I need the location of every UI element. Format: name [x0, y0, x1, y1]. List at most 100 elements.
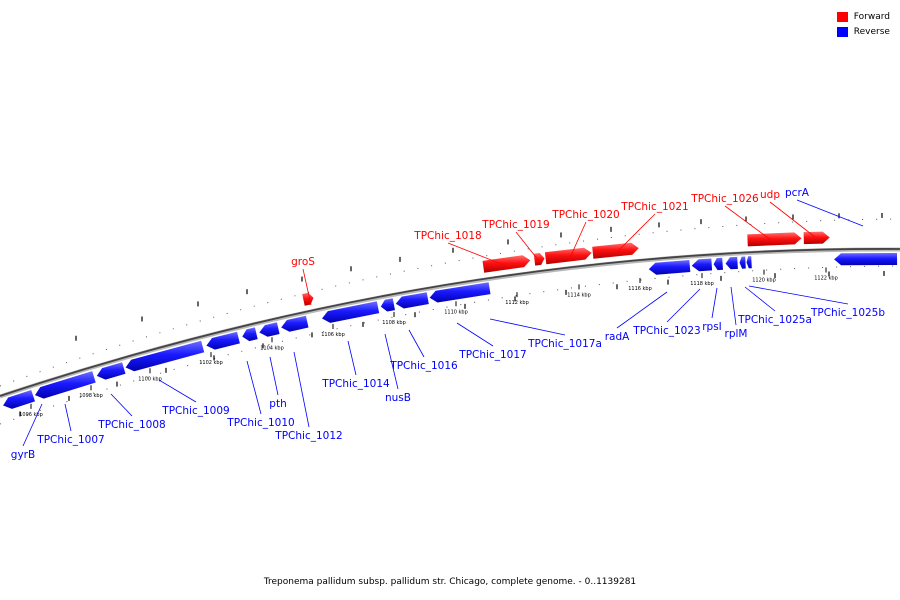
coordinate-label: 1106 kbp	[321, 332, 345, 338]
callout-line	[447, 242, 510, 268]
callout-line	[515, 231, 540, 262]
gene-label[interactable]: pth	[269, 398, 286, 410]
legend-forward: Forward	[836, 9, 890, 24]
coordinate-label: 1096 kbp	[19, 412, 43, 418]
gene-label[interactable]: TPChic_1017a	[527, 338, 602, 350]
gene-label[interactable]: TPChic_1025b	[810, 307, 885, 319]
callout-line	[616, 291, 668, 329]
callout-line	[302, 268, 312, 306]
reverse-gene-arrow[interactable]	[713, 257, 723, 271]
callout-line	[384, 333, 399, 390]
reverse-gene-arrow[interactable]	[746, 256, 752, 269]
gene-label[interactable]: groS	[291, 256, 315, 268]
gene-label[interactable]: TPChic_1009	[161, 405, 229, 417]
reverse-gene-arrow[interactable]	[242, 327, 258, 342]
callout-line	[408, 329, 425, 358]
legend-forward-label: Forward	[853, 11, 890, 22]
reverse-gene-arrow[interactable]	[429, 282, 491, 303]
callout-line	[748, 285, 849, 305]
reverse-gene-arrow[interactable]	[395, 292, 429, 309]
reverse-gene-arrow[interactable]	[739, 256, 746, 269]
coordinate-ticks: 1096 kbp 1098 kbp 1100 kbp 1102 kbp 1104 kbp…	[19, 267, 838, 418]
coordinate-label: 1100 kbp	[138, 376, 162, 382]
callout-line	[489, 318, 566, 336]
reverse-gene-arrow[interactable]	[380, 298, 395, 312]
forward-gene-arrow[interactable]	[592, 242, 639, 259]
gene-label[interactable]: udp	[760, 189, 780, 201]
reverse-gene-arrow[interactable]	[96, 362, 126, 380]
coordinate-label: 1114 kbp	[567, 292, 591, 298]
reverse-gene-arrow[interactable]	[35, 371, 96, 399]
reverse-gene-arrow[interactable]	[206, 331, 240, 350]
gene-label[interactable]: TPChic_1023	[632, 325, 700, 337]
reverse-gene-arrow[interactable]	[3, 390, 35, 409]
forward-gene-arrow[interactable]	[302, 292, 314, 306]
callout-line	[730, 286, 737, 326]
gene-label[interactable]: gyrB	[11, 449, 35, 461]
callout-line	[269, 356, 279, 396]
gene-label[interactable]: TPChic_1025a	[737, 314, 812, 326]
reverse-gene-arrow[interactable]	[725, 256, 738, 270]
reverse-gene-arrow[interactable]	[322, 301, 380, 323]
callout-line	[666, 288, 701, 323]
reverse-swatch	[836, 26, 848, 37]
callout-line	[456, 322, 494, 347]
forward-gene-arrow[interactable]	[803, 231, 830, 245]
gene-label[interactable]: rpsI	[702, 321, 722, 333]
reverse-gene-arrow[interactable]	[691, 258, 713, 272]
gene-label[interactable]: pcrA	[785, 187, 810, 199]
gene-label[interactable]: TPChic_1026	[690, 193, 759, 205]
gene-labels: gyrBTPChic_1007TPChic_1008TPChic_1009TPC…	[11, 187, 886, 461]
forward-gene-arrow[interactable]	[747, 232, 802, 247]
gene-label[interactable]: TPChic_1020	[551, 209, 619, 221]
major-ticks	[19, 212, 885, 417]
callout-line	[293, 351, 310, 428]
gene-label[interactable]: TPChic_1010	[226, 417, 294, 429]
coordinate-label: 1120 kbp	[752, 278, 776, 284]
coordinate-label: 1102 kbp	[199, 360, 223, 366]
gene-label[interactable]: nusB	[385, 392, 411, 404]
callout-line	[64, 403, 72, 432]
legend: Forward Reverse	[836, 9, 890, 39]
coordinate-label: 1098 kbp	[79, 393, 103, 399]
forward-gene-arrow[interactable]	[482, 255, 531, 273]
gene-label[interactable]: TPChic_1012	[274, 430, 342, 442]
gene-label[interactable]: rplM	[725, 328, 748, 340]
legend-reverse-label: Reverse	[853, 26, 890, 37]
forward-gene-arrow[interactable]	[544, 247, 592, 265]
gene-label[interactable]: TPChic_1008	[97, 419, 165, 431]
coordinate-label: 1122 kbp	[814, 276, 838, 282]
callout-line	[711, 287, 718, 319]
reverse-gene-arrow[interactable]	[834, 253, 898, 266]
callout-line	[616, 213, 656, 253]
gene-label[interactable]: TPChic_1021	[620, 201, 688, 213]
gene-label[interactable]: TPChic_1019	[481, 219, 549, 231]
callout-line	[246, 360, 262, 415]
legend-reverse: Reverse	[836, 24, 890, 39]
gene-label[interactable]: TPChic_1007	[36, 434, 104, 446]
genome-caption: Treponema pallidum subsp. pallidum str. …	[263, 577, 637, 587]
callout-line	[796, 199, 864, 227]
reverse-gene-arrow[interactable]	[259, 322, 280, 337]
callout-line	[769, 201, 816, 238]
gene-label[interactable]: TPChic_1017	[458, 349, 526, 361]
gene-label[interactable]: TPChic_1014	[321, 378, 390, 390]
gene-label[interactable]: TPChic_1018	[413, 230, 481, 242]
callout-line	[724, 205, 776, 244]
gene-label[interactable]: radA	[605, 331, 630, 343]
callout-line	[158, 379, 197, 403]
reverse-gene-arrow[interactable]	[125, 340, 205, 372]
callout-line	[347, 340, 357, 376]
callout-lines	[22, 199, 864, 447]
callout-line	[744, 286, 776, 312]
callout-line	[568, 221, 587, 261]
gene-label[interactable]: TPChic_1016	[389, 360, 458, 372]
coordinate-label: 1104 kbp	[260, 345, 284, 351]
forward-gene-arrow[interactable]	[533, 253, 545, 266]
reverse-gene-arrow[interactable]	[648, 260, 691, 275]
coordinate-label: 1112 kbp	[505, 300, 529, 306]
reverse-gene-arrow[interactable]	[281, 315, 309, 332]
coordinate-label: 1108 kbp	[382, 320, 406, 326]
callout-line	[110, 393, 133, 417]
